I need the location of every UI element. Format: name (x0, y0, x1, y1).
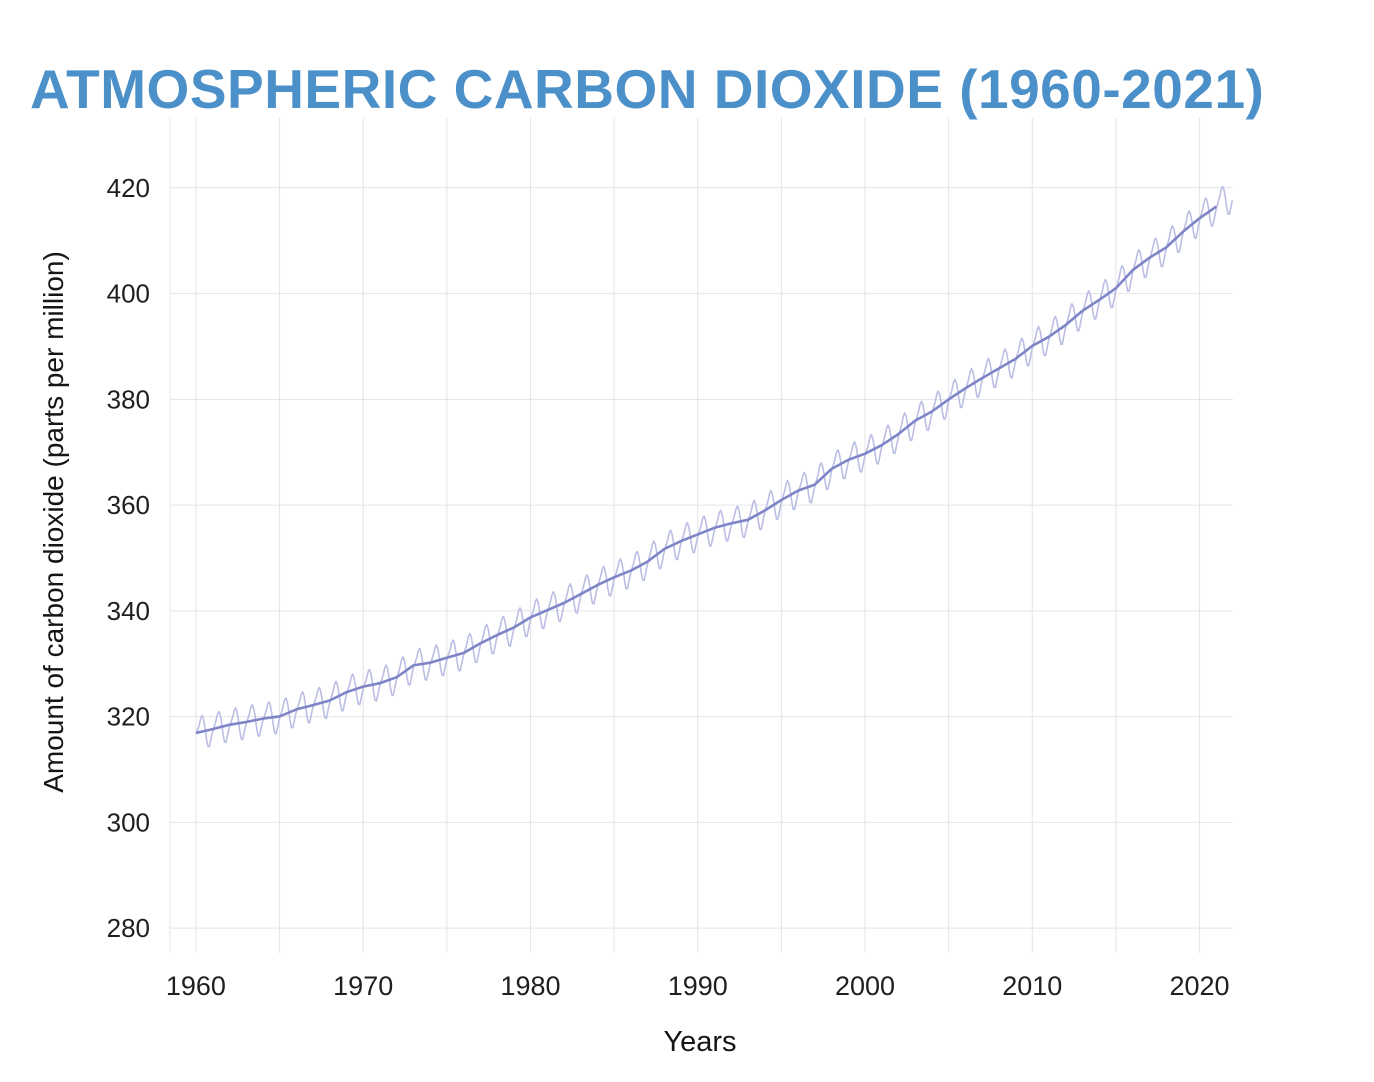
chart-title: ATMOSPHERIC CARBON DIOXIDE (1960-2021) (30, 57, 1265, 120)
monthly-co2-line (195, 185, 1234, 748)
tick-labels: 280 300 320 340 360 380 400 420 1960 1970 1980 1990… (107, 173, 1230, 1001)
y-tick-label: 420 (107, 173, 150, 203)
x-tick-label: 1980 (500, 971, 560, 1001)
x-tick-label: 1960 (166, 971, 226, 1001)
y-tick-label: 300 (107, 807, 150, 837)
annual-mean-co2-line (195, 205, 1218, 735)
x-axis-label: Years (663, 1026, 737, 1058)
y-tick-label: 280 (107, 913, 150, 943)
x-tick-label: 1970 (333, 971, 393, 1001)
y-tick-label: 380 (107, 384, 150, 414)
y-tick-label: 400 (107, 279, 150, 309)
y-tick-label: 320 (107, 702, 150, 732)
grid (169, 118, 1233, 953)
x-tick-label: 1990 (668, 971, 728, 1001)
x-tick-label: 2020 (1170, 971, 1230, 1001)
y-tick-label: 340 (107, 596, 150, 626)
y-tick-label: 360 (107, 490, 150, 520)
x-tick-label: 2000 (835, 971, 895, 1001)
x-tick-label: 2010 (1002, 971, 1062, 1001)
